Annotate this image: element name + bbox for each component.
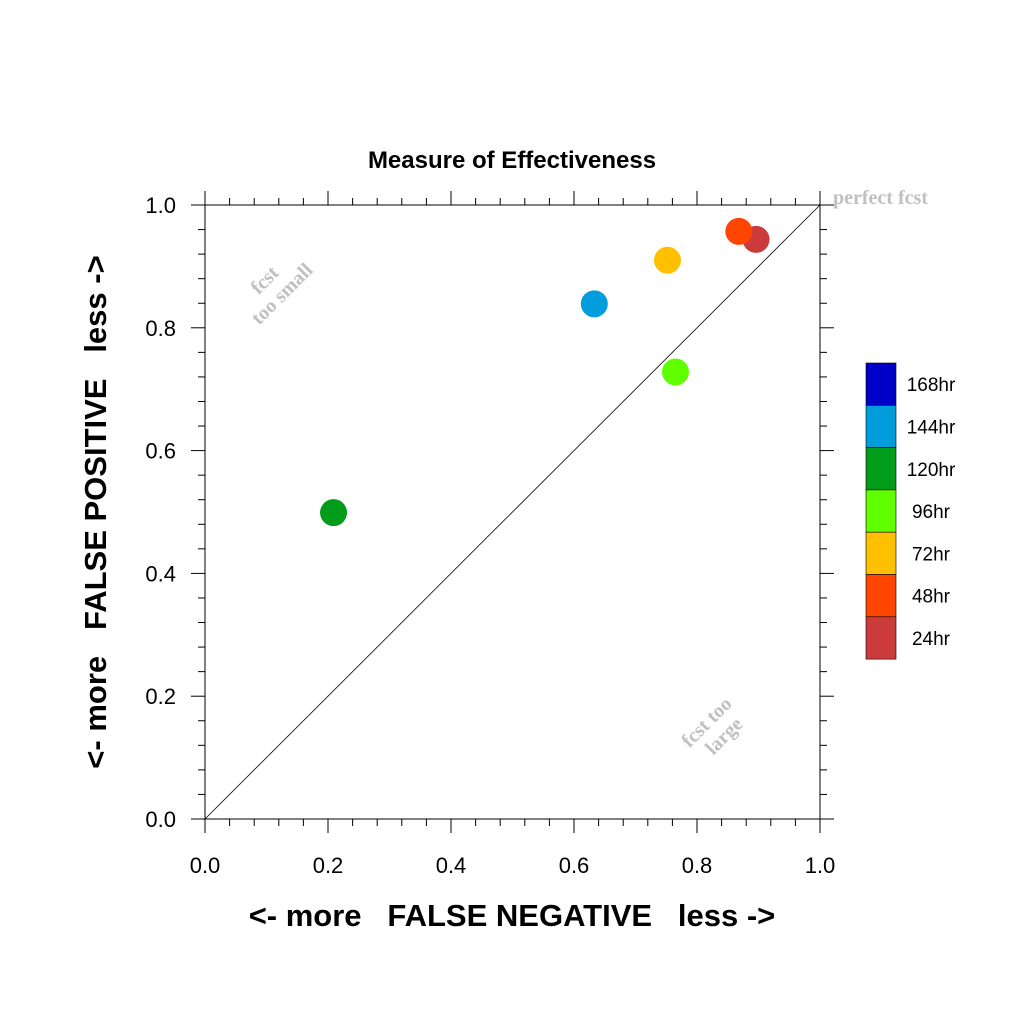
plot-area xyxy=(204,204,821,820)
point-96hr xyxy=(661,358,689,386)
annotation-fcst-too-small: fcst too small xyxy=(232,243,318,329)
legend-label-168hr: 168hr xyxy=(907,375,956,396)
point-120hr xyxy=(320,499,348,527)
legend-swatch-72hr xyxy=(865,531,897,575)
y-tick-label: 0.2 xyxy=(145,684,176,709)
legend-label-48hr: 48hr xyxy=(912,587,951,608)
point-48hr xyxy=(725,217,753,245)
legend-swatch-144hr xyxy=(865,404,897,448)
reference-diagonal xyxy=(204,204,821,820)
x-tick-label: 0.6 xyxy=(559,853,590,878)
y-tick-label: 0.0 xyxy=(145,807,176,832)
annotation-perfect-fcst: perfect fcst xyxy=(833,187,928,209)
x-tick-label: 0.0 xyxy=(190,853,221,878)
tick-labels: 0.0 0.2 0.4 0.6 0.8 1.0 0.0 0.2 0.4 0.6 0.8 1.0 xyxy=(145,193,835,878)
y-axis-label: <- more FALSE POSITIVE less -> xyxy=(78,255,113,768)
x-axis-label: <- more FALSE NEGATIVE less -> xyxy=(249,898,776,933)
legend-label-120hr: 120hr xyxy=(907,460,956,481)
legend-swatch-120hr xyxy=(865,447,897,491)
x-tick-label: 0.8 xyxy=(682,853,713,878)
plot-frame xyxy=(204,204,821,820)
chart-title: Measure of Effectiveness xyxy=(368,147,656,174)
x-tick-label: 0.4 xyxy=(436,853,467,878)
legend-swatch-96hr xyxy=(865,489,897,533)
y-tick-label: 1.0 xyxy=(145,193,176,218)
legend-swatch-24hr xyxy=(865,616,897,660)
legend-label-144hr: 144hr xyxy=(907,417,956,438)
legend-label-72hr: 72hr xyxy=(912,544,951,565)
y-tick-label: 0.8 xyxy=(145,316,176,341)
y-tick-label: 0.4 xyxy=(145,561,176,586)
legend-label-24hr: 24hr xyxy=(912,629,951,650)
legend-label-96hr: 96hr xyxy=(912,502,951,523)
y-tick-label: 0.6 xyxy=(145,439,176,464)
point-72hr xyxy=(653,246,681,274)
data-points xyxy=(320,217,770,527)
x-tick-label: 1.0 xyxy=(805,853,836,878)
axis-ticks xyxy=(191,191,834,833)
point-144hr xyxy=(580,290,608,318)
legend-swatch-168hr xyxy=(865,362,897,406)
legend-swatch-48hr xyxy=(865,574,897,618)
annotation-fcst-too-large: fcst too large xyxy=(677,689,755,767)
x-tick-label: 0.2 xyxy=(313,853,344,878)
legend: 168hr 144hr 120hr 96hr 72hr 48hr 24hr xyxy=(865,362,956,660)
